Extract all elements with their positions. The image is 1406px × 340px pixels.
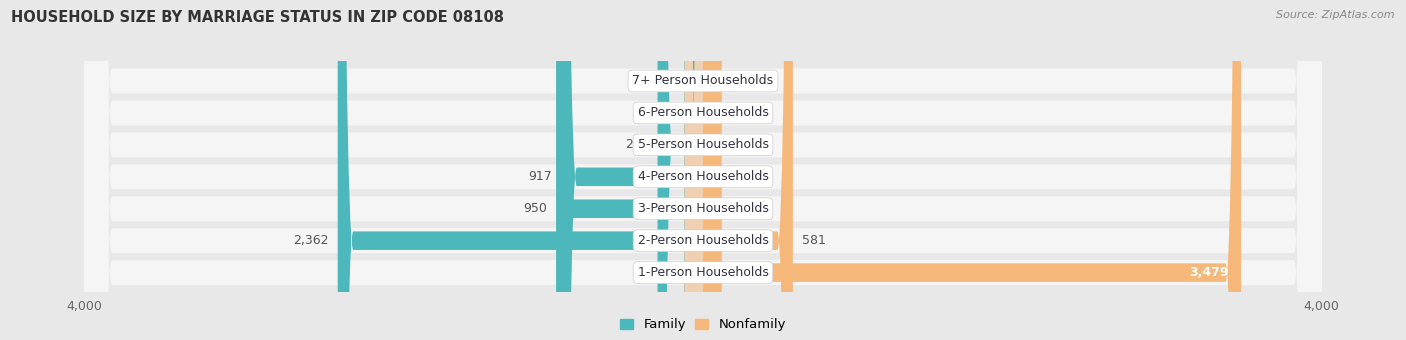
FancyBboxPatch shape — [703, 0, 721, 340]
Text: 3,479: 3,479 — [1189, 266, 1229, 279]
FancyBboxPatch shape — [84, 0, 1322, 340]
Text: 294: 294 — [624, 138, 648, 151]
Text: 950: 950 — [523, 202, 547, 215]
Text: 0: 0 — [731, 138, 738, 151]
FancyBboxPatch shape — [84, 0, 1322, 340]
FancyBboxPatch shape — [84, 0, 1322, 340]
FancyBboxPatch shape — [685, 0, 703, 340]
Text: 0: 0 — [731, 170, 738, 183]
Text: Source: ZipAtlas.com: Source: ZipAtlas.com — [1277, 10, 1395, 20]
Text: 4-Person Households: 4-Person Households — [637, 170, 769, 183]
FancyBboxPatch shape — [703, 0, 721, 340]
Text: 917: 917 — [529, 170, 553, 183]
FancyBboxPatch shape — [84, 0, 1322, 340]
Text: 0: 0 — [668, 266, 675, 279]
Text: 2-Person Households: 2-Person Households — [637, 234, 769, 247]
FancyBboxPatch shape — [84, 0, 1322, 340]
Text: 3-Person Households: 3-Person Households — [637, 202, 769, 215]
FancyBboxPatch shape — [557, 0, 703, 340]
FancyBboxPatch shape — [658, 0, 703, 340]
Text: 0: 0 — [731, 74, 738, 87]
FancyBboxPatch shape — [84, 0, 1322, 340]
Text: 6-Person Households: 6-Person Households — [637, 106, 769, 119]
FancyBboxPatch shape — [703, 0, 1241, 340]
FancyBboxPatch shape — [703, 0, 721, 340]
FancyBboxPatch shape — [703, 0, 721, 340]
FancyBboxPatch shape — [685, 0, 703, 340]
Text: 5-Person Households: 5-Person Households — [637, 138, 769, 151]
FancyBboxPatch shape — [337, 0, 703, 340]
FancyBboxPatch shape — [703, 0, 721, 340]
Text: 581: 581 — [803, 234, 825, 247]
Text: 33: 33 — [731, 202, 747, 215]
FancyBboxPatch shape — [685, 0, 703, 340]
Text: 53: 53 — [659, 74, 675, 87]
Text: 7+ Person Households: 7+ Person Households — [633, 74, 773, 87]
FancyBboxPatch shape — [561, 0, 703, 340]
Text: 84: 84 — [659, 106, 675, 119]
FancyBboxPatch shape — [703, 0, 793, 340]
Text: 0: 0 — [731, 106, 738, 119]
FancyBboxPatch shape — [84, 0, 1322, 340]
Legend: Family, Nonfamily: Family, Nonfamily — [614, 313, 792, 337]
Text: 1-Person Households: 1-Person Households — [637, 266, 769, 279]
Text: 2,362: 2,362 — [292, 234, 329, 247]
Text: HOUSEHOLD SIZE BY MARRIAGE STATUS IN ZIP CODE 08108: HOUSEHOLD SIZE BY MARRIAGE STATUS IN ZIP… — [11, 10, 505, 25]
